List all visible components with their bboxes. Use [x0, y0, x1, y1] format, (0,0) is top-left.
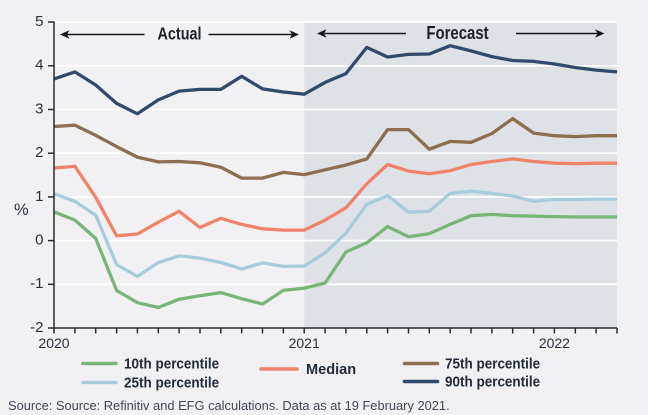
svg-text:%: %: [14, 201, 29, 219]
svg-text:2022: 2022: [539, 335, 570, 351]
svg-text:Actual: Actual: [158, 24, 202, 44]
svg-text:2020: 2020: [38, 335, 69, 351]
svg-text:2: 2: [35, 144, 43, 161]
svg-text:0: 0: [35, 232, 43, 249]
svg-text:90th percentile: 90th percentile: [445, 374, 540, 391]
svg-text:2021: 2021: [289, 335, 320, 351]
svg-text:75th percentile: 75th percentile: [445, 356, 540, 373]
svg-text:-2: -2: [30, 319, 43, 336]
svg-text:Source: Source: Refinitiv and: Source: Source: Refinitiv and EFG calcul…: [8, 398, 450, 413]
svg-text:Forecast: Forecast: [426, 23, 489, 44]
svg-text:-1: -1: [30, 275, 43, 292]
svg-text:4: 4: [35, 57, 43, 74]
svg-text:1: 1: [35, 188, 43, 205]
svg-text:Median: Median: [306, 362, 356, 378]
svg-text:3: 3: [35, 100, 43, 117]
svg-text:5: 5: [35, 13, 43, 30]
svg-text:25th percentile: 25th percentile: [124, 375, 219, 392]
svg-text:10th percentile: 10th percentile: [124, 356, 219, 373]
